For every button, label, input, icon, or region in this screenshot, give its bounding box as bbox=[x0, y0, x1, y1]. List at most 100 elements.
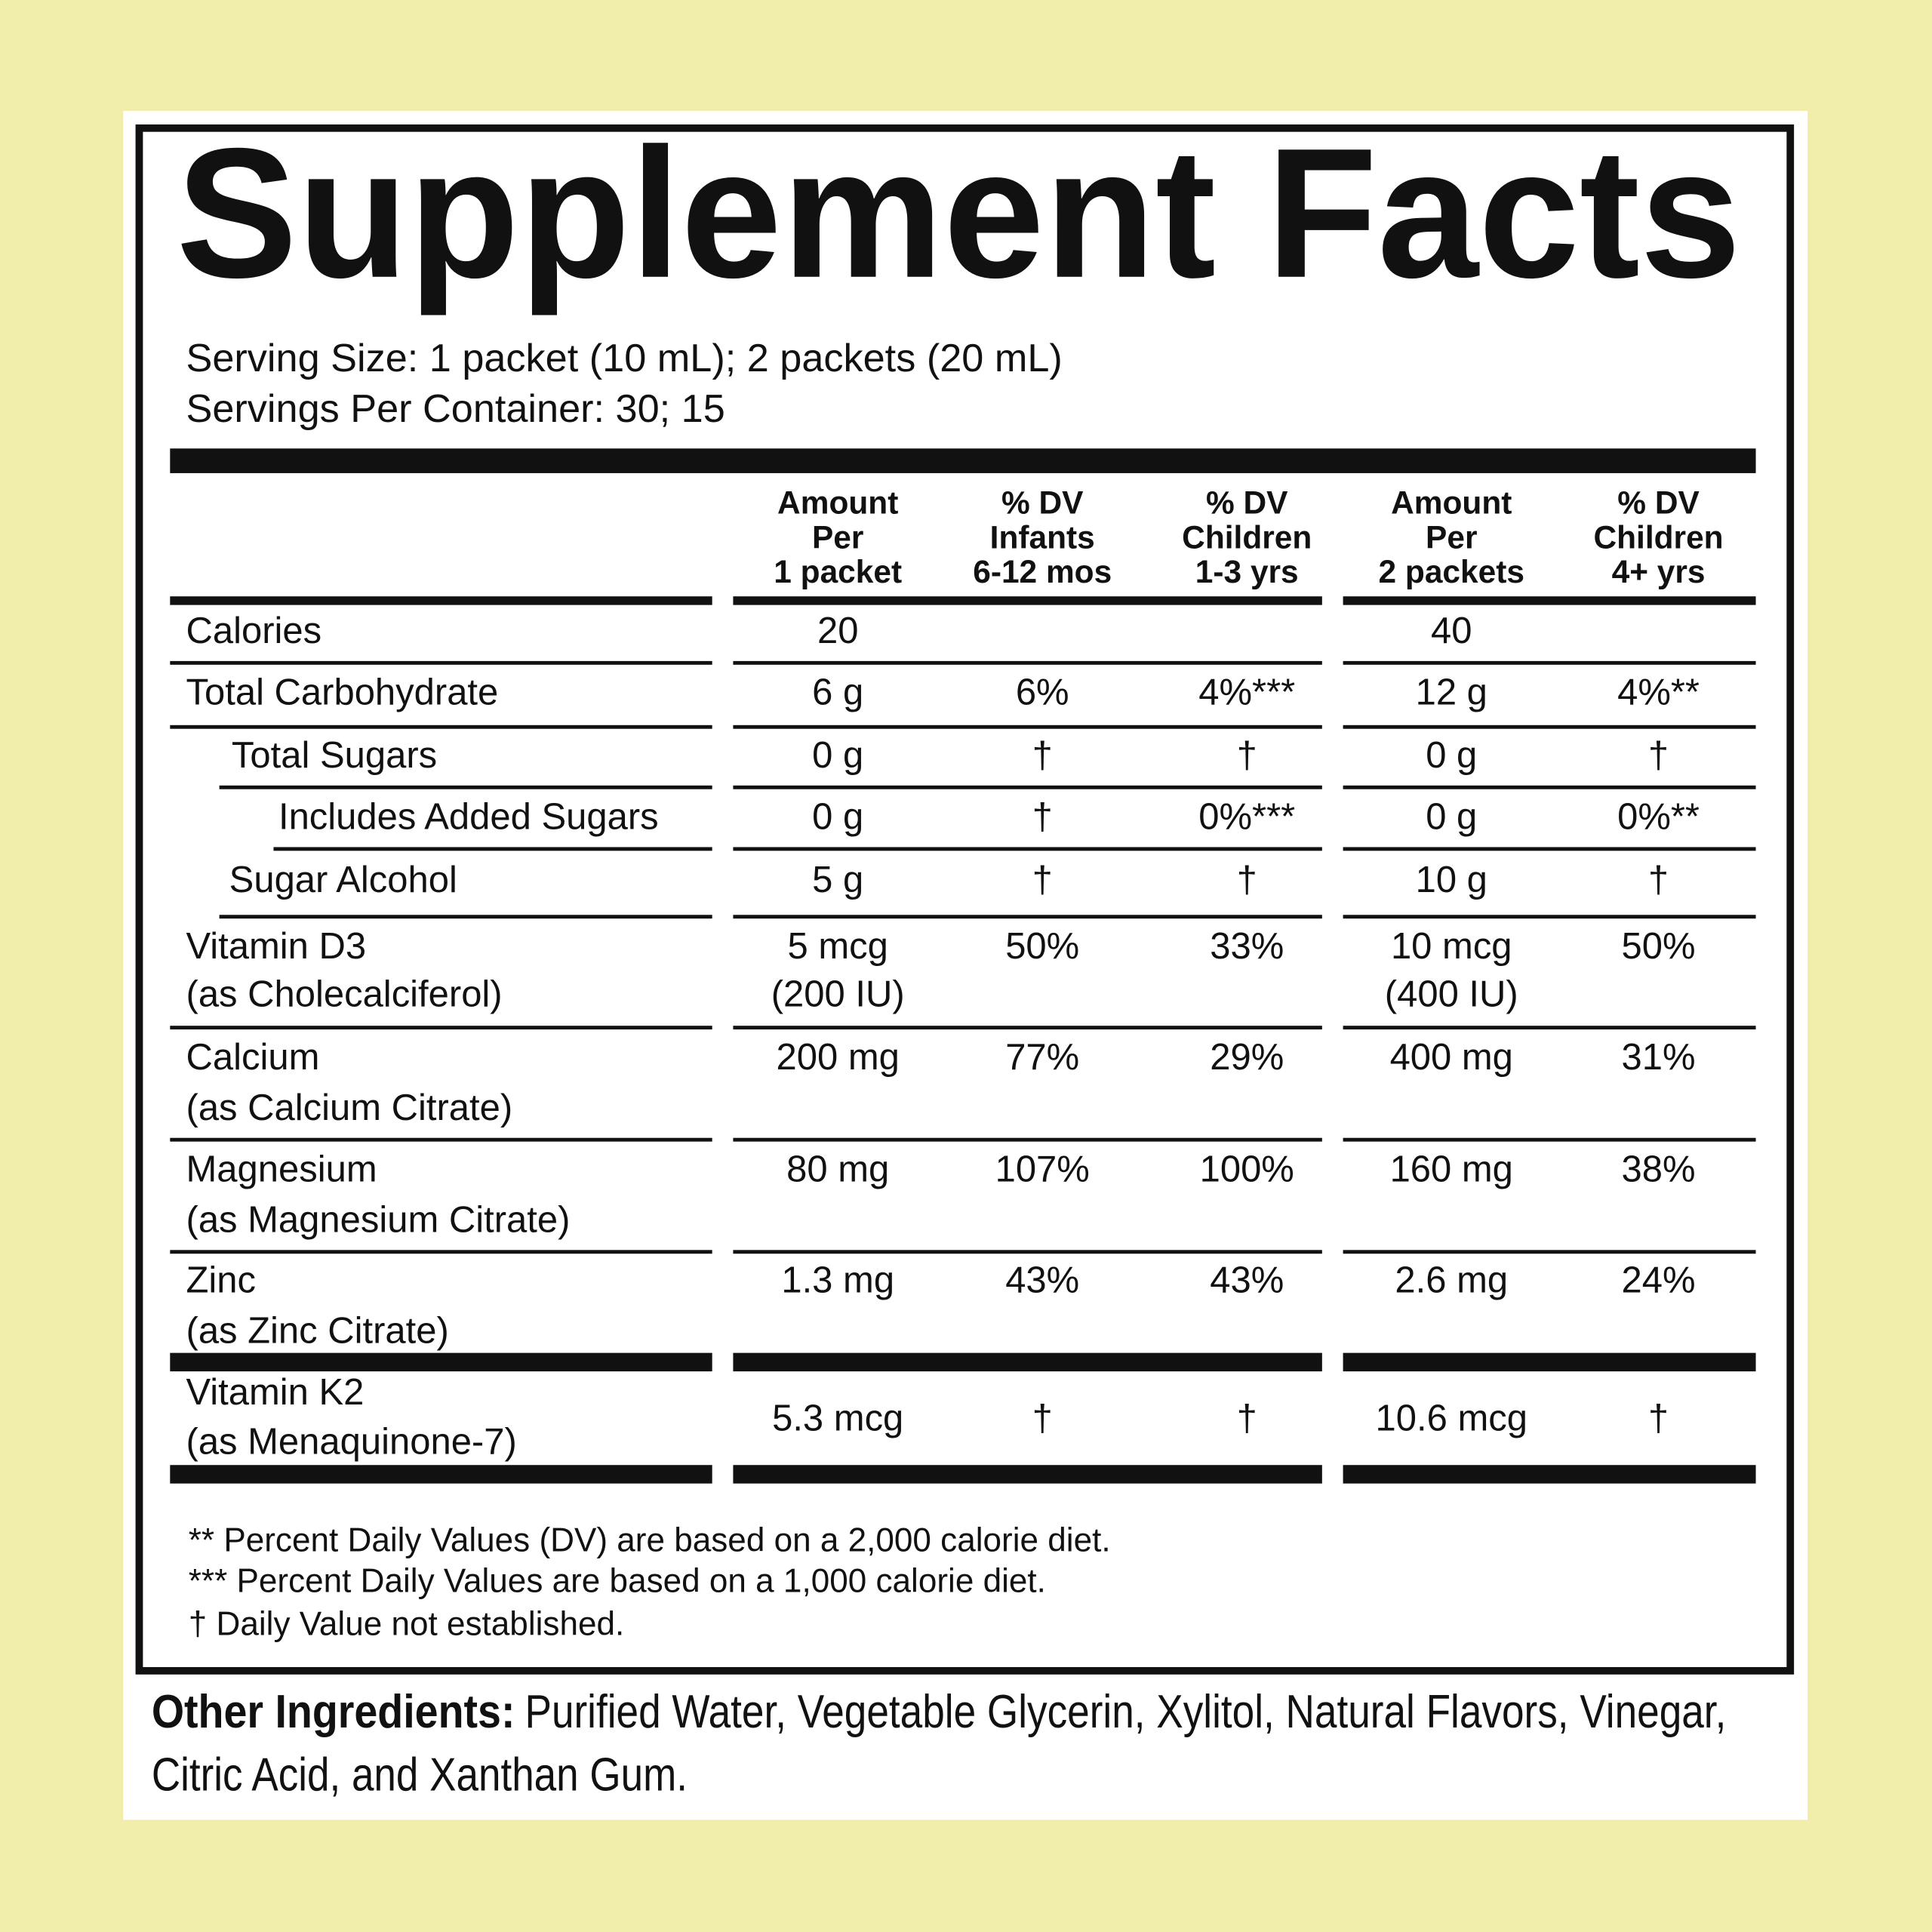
cell-value: 12 g bbox=[1416, 672, 1487, 713]
thick-row-rule bbox=[1343, 1352, 1756, 1372]
cell-value: 40 bbox=[1431, 611, 1472, 651]
cell-value: (200 IU) bbox=[771, 974, 905, 1015]
row-rule bbox=[733, 724, 1322, 729]
cell-value: 4%*** bbox=[1198, 672, 1295, 713]
row-rule bbox=[733, 785, 1322, 789]
ingredients-label: Other Ingredients: bbox=[152, 1686, 515, 1738]
row-rule bbox=[170, 724, 712, 729]
cell-value: 0%** bbox=[1617, 797, 1700, 838]
cell-value: 10 mcg bbox=[1391, 926, 1512, 967]
row-label: Sugar Alcohol bbox=[229, 860, 457, 900]
cell-value: † bbox=[1032, 735, 1053, 776]
cell-value: 80 mg bbox=[786, 1149, 889, 1190]
cell-value: 4%** bbox=[1617, 672, 1700, 713]
cell-value: 50% bbox=[1005, 926, 1079, 967]
column-header: % DV bbox=[1001, 485, 1084, 521]
column-header: 1-3 yrs bbox=[1195, 554, 1299, 589]
servings-per-container: Servings Per Container: 30; 15 bbox=[186, 387, 725, 431]
cell-value: 400 mg bbox=[1390, 1037, 1513, 1078]
thick-row-rule bbox=[170, 1352, 712, 1372]
row-rule bbox=[733, 915, 1322, 919]
cell-value: 29% bbox=[1210, 1037, 1284, 1078]
row-label: Calories bbox=[186, 611, 322, 651]
row-rule bbox=[1343, 724, 1756, 729]
row-label: Includes Added Sugars bbox=[278, 797, 659, 838]
row-label: Total Carbohydrate bbox=[186, 672, 499, 713]
cell-value: † bbox=[1237, 860, 1257, 900]
cell-value: 50% bbox=[1622, 926, 1696, 967]
column-header: Per bbox=[1426, 519, 1477, 555]
row-label: (as Menaquinone-7) bbox=[186, 1421, 517, 1462]
ingredients-text: Citric Acid, and Xanthan Gum. bbox=[152, 1749, 688, 1801]
cell-value: 1.3 mg bbox=[781, 1260, 894, 1301]
row-rule bbox=[733, 1026, 1322, 1030]
row-label: Zinc bbox=[186, 1260, 257, 1301]
row-label: (as Calcium Citrate) bbox=[186, 1088, 513, 1128]
row-rule bbox=[1343, 660, 1756, 665]
cell-value: 33% bbox=[1210, 926, 1284, 967]
cell-value: † bbox=[1237, 735, 1257, 776]
row-rule bbox=[170, 660, 712, 665]
row-rule bbox=[219, 785, 712, 789]
thick-row-rule bbox=[733, 1352, 1322, 1372]
row-label: Vitamin D3 bbox=[186, 926, 367, 967]
thick-rule bbox=[170, 448, 1756, 473]
column-header: 1 packet bbox=[774, 554, 902, 589]
cell-value: 43% bbox=[1210, 1260, 1284, 1301]
cell-value: † bbox=[1648, 860, 1669, 900]
row-label: (as Cholecalciferol) bbox=[186, 974, 503, 1015]
cell-value: † bbox=[1032, 797, 1053, 838]
row-rule bbox=[733, 1137, 1322, 1142]
cell-value: 10 g bbox=[1416, 860, 1487, 900]
row-label: Vitamin K2 bbox=[186, 1372, 365, 1413]
title: Supplement Facts bbox=[176, 109, 1740, 316]
row-rule bbox=[733, 660, 1322, 665]
cell-value: 107% bbox=[995, 1149, 1090, 1190]
cell-value: (400 IU) bbox=[1385, 974, 1518, 1015]
cell-value: 20 bbox=[817, 611, 858, 651]
row-label: Calcium bbox=[186, 1037, 320, 1078]
cell-value: 100% bbox=[1200, 1149, 1294, 1190]
row-label: (as Magnesium Citrate) bbox=[186, 1200, 571, 1241]
row-label: (as Zinc Citrate) bbox=[186, 1310, 449, 1351]
cell-value: 77% bbox=[1005, 1037, 1079, 1078]
thick-row-rule bbox=[1343, 1465, 1756, 1484]
column-header: 4+ yrs bbox=[1612, 554, 1706, 589]
row-rule bbox=[733, 847, 1322, 851]
row-rule bbox=[1343, 847, 1756, 851]
cell-value: 5 g bbox=[812, 860, 863, 900]
column-header: Children bbox=[1182, 519, 1312, 555]
cell-value: 160 mg bbox=[1390, 1149, 1513, 1190]
row-rule bbox=[1343, 1137, 1756, 1142]
row-rule bbox=[1343, 915, 1756, 919]
serving-size: Serving Size: 1 packet (10 mL); 2 packet… bbox=[186, 337, 1063, 380]
ingredients-text: Purified Water, Vegetable Glycerin, Xyli… bbox=[525, 1686, 1727, 1738]
footnote: † Daily Value not established. bbox=[189, 1606, 624, 1643]
row-rule bbox=[219, 915, 712, 919]
row-rule bbox=[1343, 1250, 1756, 1254]
column-header: Amount bbox=[777, 485, 898, 521]
cell-value: † bbox=[1648, 1398, 1669, 1438]
header-rule bbox=[1343, 596, 1756, 605]
row-rule bbox=[170, 1137, 712, 1142]
cell-value: 200 mg bbox=[777, 1037, 900, 1078]
cell-value: 5.3 mcg bbox=[772, 1398, 903, 1438]
cell-value: 5 mcg bbox=[788, 926, 888, 967]
column-header: Infants bbox=[990, 519, 1095, 555]
column-header: 6-12 mos bbox=[973, 554, 1112, 589]
footnotes: ** Percent Daily Values (DV) are based o… bbox=[189, 1522, 1111, 1643]
cell-value: † bbox=[1237, 1398, 1257, 1438]
cell-value: † bbox=[1032, 860, 1053, 900]
header-rule bbox=[733, 596, 1322, 605]
row-label: Magnesium bbox=[186, 1149, 377, 1190]
row-rule bbox=[170, 1250, 712, 1254]
column-header: % DV bbox=[1617, 485, 1700, 521]
cell-value: 24% bbox=[1622, 1260, 1696, 1301]
cell-value: 0 g bbox=[812, 735, 863, 776]
row-rule bbox=[273, 847, 712, 851]
cell-value: † bbox=[1648, 735, 1669, 776]
cell-value: 0 g bbox=[1426, 735, 1477, 776]
column-header: % DV bbox=[1206, 485, 1288, 521]
cell-value: 6% bbox=[1016, 672, 1069, 713]
